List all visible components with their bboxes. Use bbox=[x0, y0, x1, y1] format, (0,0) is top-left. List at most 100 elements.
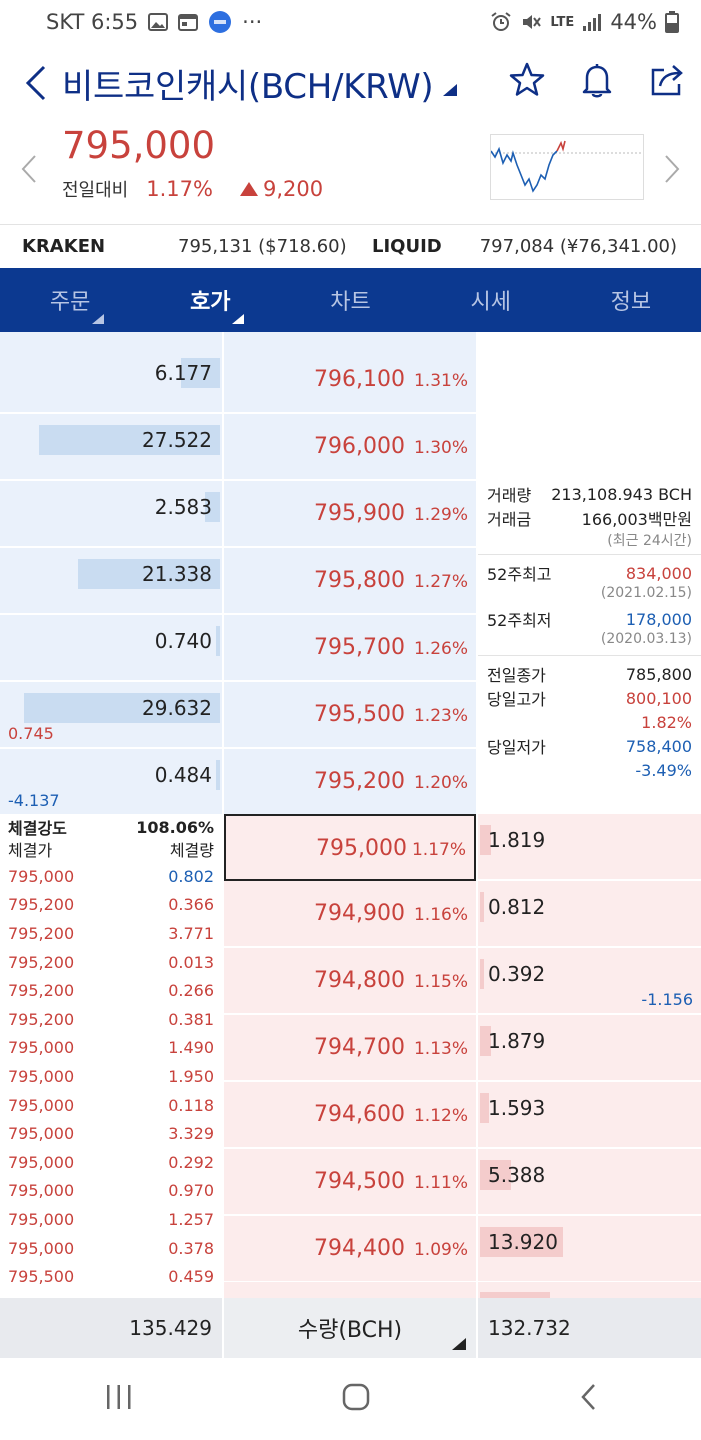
bid-price-cell[interactable]: 794,500 1.11% bbox=[224, 1149, 476, 1216]
status-bar: SKT 6:55 ··· LTE 44% bbox=[0, 0, 701, 44]
current-price-cell[interactable]: 795,000 1.17% bbox=[224, 814, 476, 881]
high52-value: 834,000 bbox=[625, 563, 692, 583]
exchange-comparison: KRAKEN 795,131 ($718.60) LIQUID 797,084 … bbox=[0, 224, 701, 268]
battery-percent: 44% bbox=[610, 10, 657, 34]
ask-qty-cell[interactable]: 6.177 bbox=[0, 347, 222, 414]
recent-note: (최근 24시간) bbox=[607, 533, 692, 549]
recent-apps-button[interactable] bbox=[104, 1383, 134, 1415]
trade-price: 795,000 bbox=[8, 1095, 75, 1115]
share-button[interactable] bbox=[647, 58, 687, 102]
page-title[interactable]: 비트코인캐시(BCH/KRW) bbox=[62, 66, 434, 107]
bid-qty: 13.920 bbox=[488, 1230, 558, 1254]
ask-price-cell[interactable]: 796,000 1.30% bbox=[224, 414, 476, 481]
bid-qty-cell[interactable]: 13.920 bbox=[478, 1216, 701, 1283]
ask-price-cell[interactable]: 795,700 1.26% bbox=[224, 615, 476, 682]
low52-date: (2020.03.13) bbox=[600, 631, 692, 647]
mute-icon bbox=[520, 11, 542, 33]
ask-qty-cell[interactable]: 0.484 -4.137 bbox=[0, 749, 222, 816]
bid-pct: 1.09% bbox=[413, 1240, 468, 1260]
trade-row: 795,200 0.013 bbox=[0, 948, 222, 977]
title-dropdown-icon[interactable] bbox=[443, 81, 458, 100]
exchange-name: LIQUID bbox=[372, 236, 442, 257]
ask-price-cell[interactable]: 795,800 1.27% bbox=[224, 548, 476, 615]
home-button[interactable] bbox=[341, 1382, 371, 1416]
ask-qty-cell[interactable]: 0.740 bbox=[0, 615, 222, 682]
qty-change: -1.156 bbox=[641, 990, 693, 1009]
ask-depth-bar bbox=[24, 693, 220, 723]
high52-date: (2021.02.15) bbox=[600, 585, 692, 601]
ask-price-cell[interactable]: 795,500 1.23% bbox=[224, 682, 476, 749]
trade-row: 795,200 0.366 bbox=[0, 891, 222, 920]
trade-price: 795,200 bbox=[8, 981, 75, 1001]
tab-market[interactable]: 시세 bbox=[421, 268, 561, 332]
ask-price-cell[interactable]: 796,100 1.31% bbox=[224, 347, 476, 414]
ask-qty-cell[interactable]: 29.632 0.745 bbox=[0, 682, 222, 749]
next-coin-button[interactable] bbox=[663, 154, 681, 188]
bid-qty: 1.819 bbox=[488, 828, 546, 852]
tab-chart[interactable]: 차트 bbox=[280, 268, 420, 332]
bid-price-cell[interactable]: 794,800 1.15% bbox=[224, 948, 476, 1015]
bid-price-cell[interactable]: 794,700 1.13% bbox=[224, 1015, 476, 1082]
unit-selector[interactable]: 수량(BCH) bbox=[222, 1298, 478, 1358]
ask-qty-cell[interactable]: 27.522 bbox=[0, 414, 222, 481]
trade-price: 795,200 bbox=[8, 952, 75, 972]
system-back-button[interactable] bbox=[578, 1382, 598, 1416]
trade-price: 795,500 bbox=[8, 1267, 75, 1287]
bid-qty-cell[interactable]: 5.388 bbox=[478, 1149, 701, 1216]
trade-price: 795,000 bbox=[8, 866, 75, 886]
back-button[interactable] bbox=[18, 58, 54, 108]
mini-price-chart[interactable] bbox=[490, 134, 644, 200]
bid-total-cell: 132.732 bbox=[478, 1298, 701, 1358]
bid-qty-cell[interactable]: 0.392 -1.156 bbox=[478, 948, 701, 1015]
chevron-left-icon bbox=[21, 155, 36, 183]
bid-pct: 1.16% bbox=[413, 905, 468, 925]
trade-qty-header: 체결량 bbox=[169, 841, 214, 860]
volume-line: 거래량 213,108.943 BCH bbox=[478, 482, 701, 506]
day-high-label: 당일고가 bbox=[487, 690, 546, 709]
ask-total-cell: 135.429 bbox=[0, 1298, 222, 1358]
bid-depth-bar bbox=[480, 892, 484, 922]
tab-order[interactable]: 주문 bbox=[0, 268, 140, 332]
amount-value: 166,003백만원 bbox=[581, 510, 692, 529]
tab-info[interactable]: 정보 bbox=[561, 268, 701, 332]
tab-label: 정보 bbox=[610, 290, 652, 315]
trade-row: 795,000 1.257 bbox=[0, 1205, 222, 1234]
ask-price-cell[interactable]: 795,200 1.20% bbox=[224, 749, 476, 816]
ask-price-cell[interactable]: 795,900 1.29% bbox=[224, 481, 476, 548]
ask-row-partial bbox=[0, 332, 222, 347]
ask-pct: 1.26% bbox=[413, 639, 468, 659]
day-high-pct-line: 1.82% bbox=[478, 710, 701, 734]
bid-qty-cell[interactable]: 1.879 bbox=[478, 1015, 701, 1082]
bid-qty-cell[interactable]: 1.819 bbox=[478, 814, 701, 881]
favorite-button[interactable] bbox=[507, 58, 547, 102]
bid-price-cell[interactable]: 794,600 1.12% bbox=[224, 1082, 476, 1149]
ask-depth-bar bbox=[78, 559, 220, 589]
ask-qty: 0.484 bbox=[154, 763, 212, 787]
trade-row: 795,000 3.329 bbox=[0, 1119, 222, 1148]
orderbook-footer: 135.429 수량(BCH) 132.732 bbox=[0, 1298, 701, 1358]
change-label: 전일대비 bbox=[62, 180, 129, 201]
trade-qty: 0.378 bbox=[168, 1238, 214, 1258]
bid-depth-bar bbox=[480, 959, 484, 989]
tab-label: 시세 bbox=[470, 290, 511, 315]
tab-label: 주문 bbox=[49, 290, 91, 315]
alert-button[interactable] bbox=[577, 58, 617, 102]
bid-price-cell[interactable]: 794,900 1.16% bbox=[224, 881, 476, 948]
bid-price-cell[interactable]: 794,400 1.09% bbox=[224, 1216, 476, 1283]
ask-qty-cell[interactable]: 2.583 bbox=[0, 481, 222, 548]
low52-value: 178,000 bbox=[625, 609, 692, 629]
trade-price: 795,000 bbox=[8, 1181, 75, 1201]
prev-coin-button[interactable] bbox=[20, 154, 38, 188]
title-bar: 비트코인캐시(BCH/KRW) bbox=[0, 52, 701, 114]
bid-depth-bar bbox=[480, 1093, 489, 1123]
bid-qty-cell[interactable]: 1.593 bbox=[478, 1082, 701, 1149]
menu-lines-icon bbox=[106, 1385, 130, 1409]
low52-line: 52주최저 178,000 bbox=[478, 607, 701, 631]
bid-qty-cell[interactable]: 0.812 bbox=[478, 881, 701, 948]
trade-price: 795,000 bbox=[8, 1238, 75, 1258]
bid-row-partial bbox=[224, 1282, 476, 1298]
tab-orderbook[interactable]: 호가 bbox=[140, 268, 280, 332]
ask-depth-bar bbox=[216, 626, 220, 656]
trade-row: 795,000 1.950 bbox=[0, 1062, 222, 1091]
ask-qty-cell[interactable]: 21.338 bbox=[0, 548, 222, 615]
